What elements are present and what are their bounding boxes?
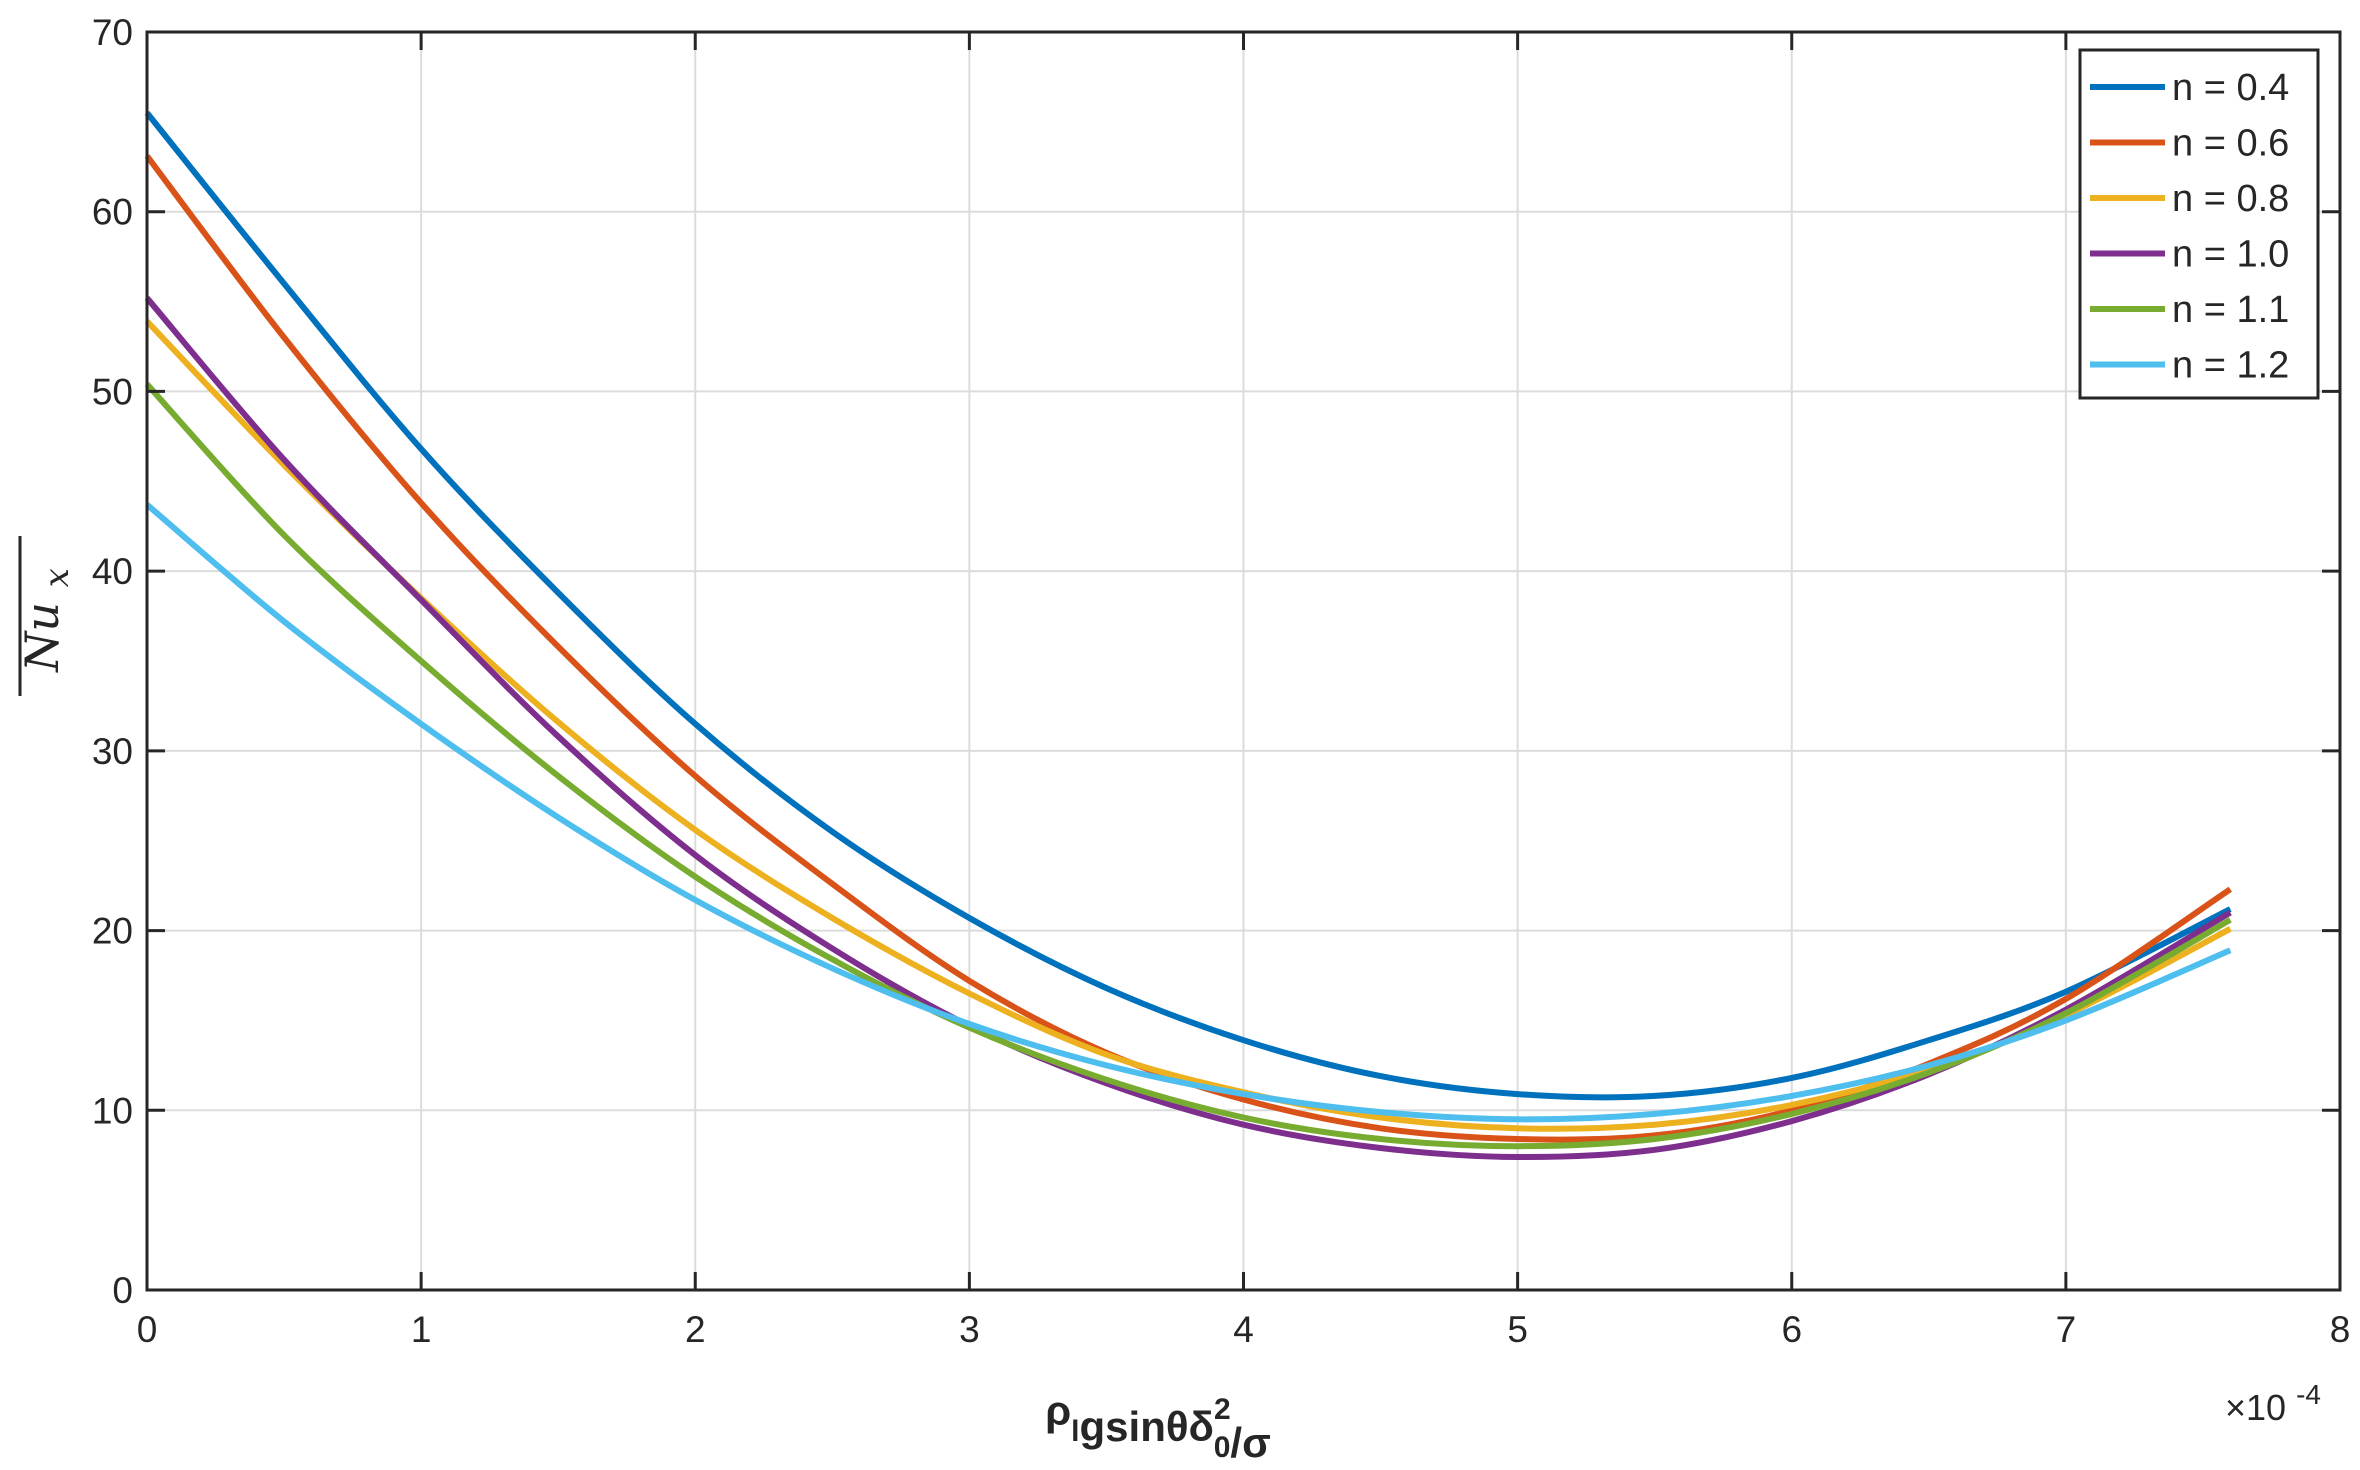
y-tick-label: 40 [92, 551, 133, 592]
xlabel-sub: l [1071, 1415, 1079, 1448]
y-tick-label: 0 [112, 1270, 133, 1311]
x-tick-label: 0 [137, 1309, 158, 1350]
series-lines [144, 111, 2232, 1161]
xlabel-part: ρ [1045, 1387, 1071, 1434]
x-tick-label: 1 [411, 1309, 432, 1350]
x-tick-labels: 0 1 2 3 4 5 6 7 8 [137, 1309, 2351, 1350]
series-line-2 [144, 154, 2232, 1143]
svg-text:Nu x: Nu x [15, 568, 77, 673]
x-tick-label: 6 [1781, 1309, 1802, 1350]
legend-label: n = 1.1 [2172, 289, 2289, 331]
x-axis-label: ρlgsinθδ2 0/σ [1045, 1387, 1271, 1465]
series-line-3 [144, 319, 2232, 1132]
y-axis-label: Nu x [15, 536, 77, 696]
xlabel-part: gsinθδ [1080, 1403, 1215, 1450]
x-tick-label: 5 [1507, 1309, 1528, 1350]
y-tick-label: 70 [92, 12, 133, 53]
legend-label: n = 0.8 [2172, 178, 2289, 220]
x-tick-label: 4 [1233, 1309, 1254, 1350]
y-tick-labels: 0 10 20 30 40 50 60 70 [92, 12, 133, 1311]
series-line-4 [144, 296, 2232, 1161]
y-tick-label: 20 [92, 911, 133, 952]
series-line-6 [145, 502, 2232, 1123]
x-axis-multiplier: ×10 -4 [2225, 1379, 2321, 1428]
y-tick-label: 50 [92, 371, 133, 412]
y-tick-label: 30 [92, 731, 133, 772]
y-tick-label: 60 [92, 192, 133, 233]
y-label-sub: x [37, 568, 77, 587]
xlabel-part: /σ [1230, 1419, 1270, 1465]
legend: n = 0.4 n = 0.6 n = 0.8 n = 1.0 n = 1.1 n = 1… [2078, 48, 2320, 400]
x-multiplier-exponent: -4 [2296, 1379, 2321, 1410]
legend-label: n = 1.0 [2172, 234, 2289, 276]
xlabel-sup: 2 [1214, 1393, 1231, 1426]
xlabel-sub: 0 [1214, 1431, 1231, 1464]
series-line-1 [144, 111, 2232, 1101]
legend-label: n = 0.6 [2172, 123, 2289, 165]
series-line-5 [144, 382, 2232, 1150]
y-tick-label: 10 [92, 1090, 133, 1131]
x-tick-label: 7 [2056, 1309, 2077, 1350]
legend-label: n = 1.2 [2172, 345, 2289, 387]
x-multiplier-base: ×10 [2225, 1387, 2286, 1428]
legend-label: n = 0.4 [2172, 67, 2289, 109]
y-label-main: Nu [15, 602, 69, 673]
legend-box [2078, 48, 2320, 400]
x-tick-label: 8 [2330, 1309, 2351, 1350]
grid [147, 32, 2340, 1290]
x-tick-label: 3 [959, 1309, 980, 1350]
x-tick-label: 2 [685, 1309, 706, 1350]
axis-ticks [145, 30, 2342, 1292]
